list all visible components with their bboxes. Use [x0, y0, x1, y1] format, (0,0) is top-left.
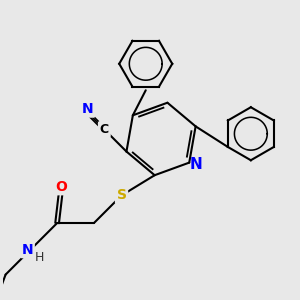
Text: O: O [55, 180, 67, 194]
Text: N: N [190, 157, 202, 172]
Text: N: N [22, 243, 34, 257]
Text: S: S [116, 188, 127, 203]
Text: C: C [100, 123, 109, 136]
Text: H: H [35, 251, 44, 264]
Text: N: N [82, 102, 94, 116]
